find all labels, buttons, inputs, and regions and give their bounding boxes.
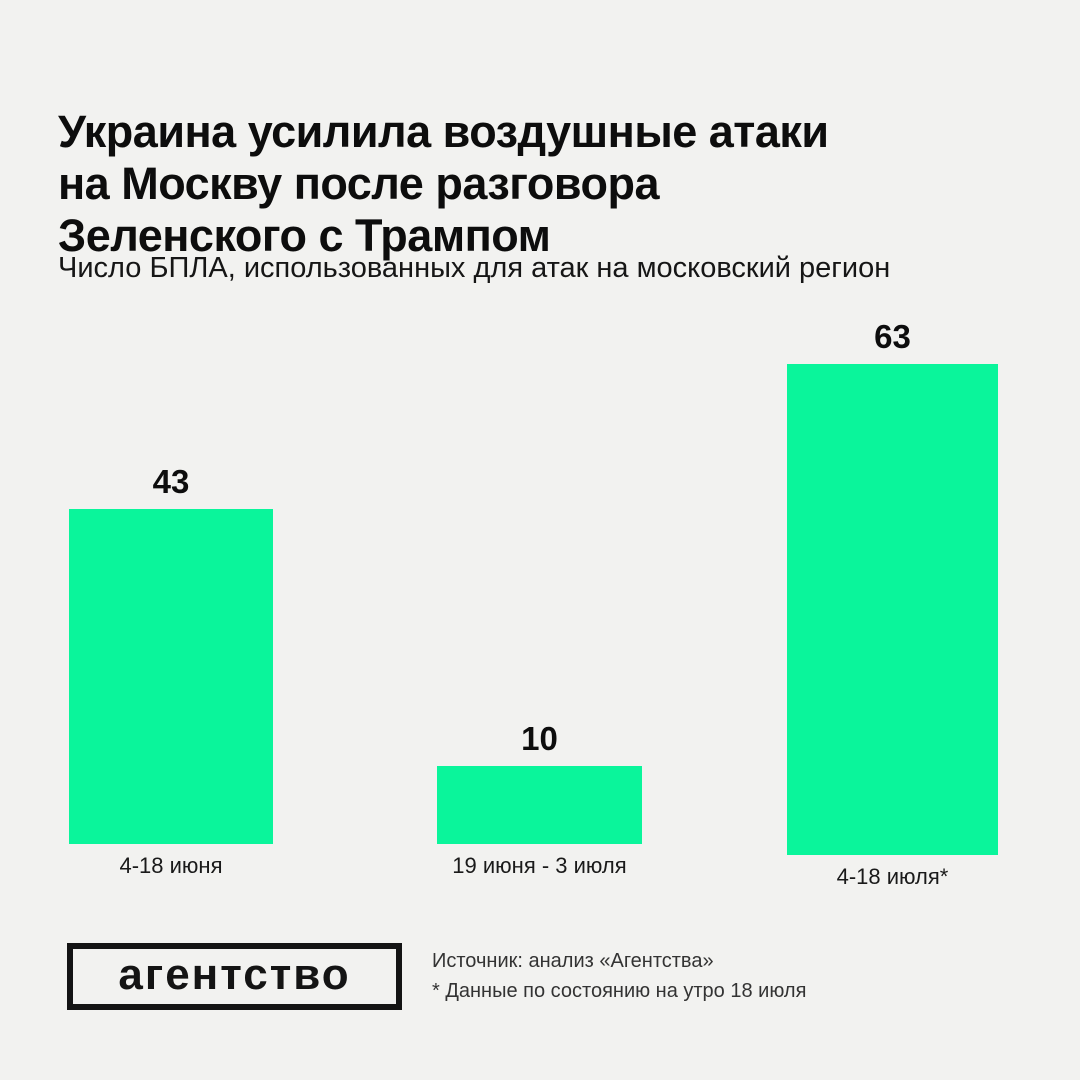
bar-july-4-18: 63 4-18 июля* <box>787 320 998 889</box>
agentstvo-logo: агентство <box>67 943 402 1010</box>
bar-value-label: 43 <box>152 463 190 500</box>
footnote-line: * Данные по состоянию на утро 18 июля <box>432 980 807 1002</box>
agentstvo-logo-text: агентство <box>118 949 351 999</box>
bar-category-label: 19 июня - 3 июля <box>452 853 627 878</box>
chart-subtitle: Число БПЛА, использованных для атак на м… <box>58 252 891 284</box>
source-note: Источник: анализ «Агентства» * Данные по… <box>432 946 806 1006</box>
bar-category-label: 4-18 июля* <box>836 864 949 889</box>
title-line-1: Украина усилила воздушные атаки <box>58 106 829 158</box>
source-line: Источник: анализ «Агентства» <box>432 950 714 972</box>
title-line-3: Зеленского с Трампом <box>58 210 551 262</box>
bar-category-label: 4-18 июня <box>119 853 223 878</box>
title-line-2: на Москву после разговора <box>58 158 659 210</box>
bar-value-label: 10 <box>521 720 558 757</box>
page-title: Украина усилила воздушные атаки на Москв… <box>58 106 829 262</box>
bar-value-label: 63 <box>874 318 911 355</box>
bar-june-4-18: 43 4-18 июня <box>69 465 273 878</box>
bar-june-19-july-3: 10 19 июня - 3 июля <box>437 722 642 878</box>
